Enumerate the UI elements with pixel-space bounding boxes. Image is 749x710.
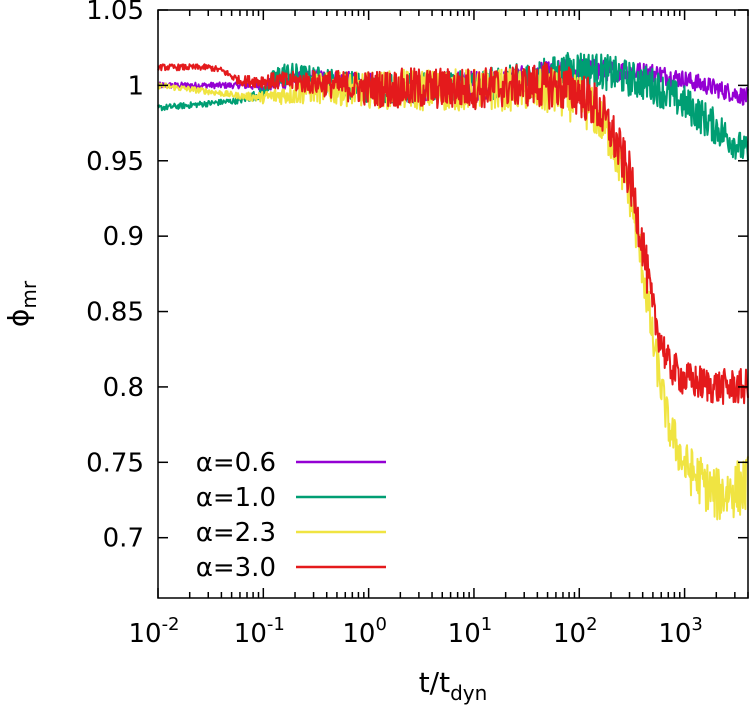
- legend-label-3: α=2.3: [196, 518, 276, 548]
- ticks-layer: 0.7 0.75 0.8 0.85 0.9 0.95 1 1.05 10-2 10-1 100 101…: [86, 0, 749, 649]
- x-tick-label: 102: [553, 614, 598, 649]
- x-tick-label: 100: [342, 614, 387, 649]
- y-tick-label: 0.75: [86, 448, 144, 478]
- legend-label-4: α=3.0: [196, 553, 276, 583]
- series-line-4: [157, 61, 749, 405]
- y-tick-label: 0.9: [103, 222, 144, 252]
- y-tick-label: 1: [127, 71, 144, 101]
- x-axis-label-main: t/t: [419, 666, 450, 699]
- x-tick-label: 10-1: [234, 614, 285, 649]
- legend-label-2: α=1.0: [196, 483, 276, 513]
- x-tick-label: 103: [658, 614, 703, 649]
- y-axis-label-sub: mr: [17, 280, 41, 308]
- y-tick-label: 0.7: [103, 524, 144, 554]
- y-axis-label-main: ϕ: [2, 309, 35, 327]
- y-tick-label: 1.05: [86, 0, 144, 26]
- x-tick-label: 101: [448, 614, 493, 649]
- plot-frame: [157, 9, 749, 599]
- y-axis-label: ϕmr: [2, 280, 41, 327]
- y-tick-label: 0.8: [103, 373, 144, 403]
- y-tick-label: 0.85: [86, 298, 144, 328]
- x-axis-label-sub: dyn: [450, 681, 487, 705]
- y-tick-label: 0.95: [86, 147, 144, 177]
- legend-label-1: α=0.6: [196, 448, 276, 478]
- series-line-3: [157, 68, 749, 521]
- legend-layer: α=0.6 α=1.0 α=2.3 α=3.0: [196, 448, 386, 583]
- series-layer: [157, 51, 749, 521]
- x-axis-label: t/tdyn: [419, 666, 488, 705]
- x-tick-label: 10-2: [128, 614, 179, 649]
